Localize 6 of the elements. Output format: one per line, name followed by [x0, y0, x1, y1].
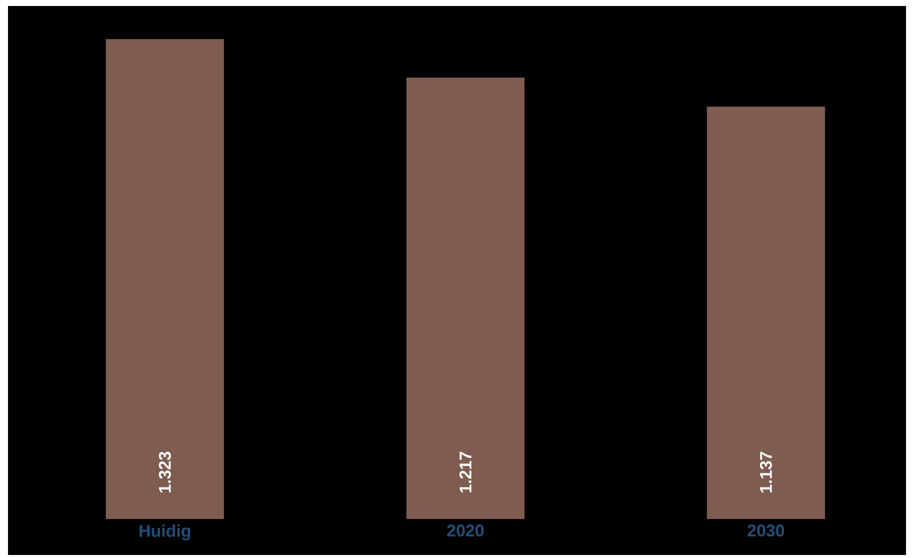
x-tick-label: 2020: [447, 524, 484, 537]
data-label: 1.323: [158, 452, 171, 492]
data-label: 1.217: [460, 452, 472, 492]
x-tick-label: 2030: [748, 524, 784, 537]
x-tick-label: Huidig: [140, 524, 190, 540]
data-label: 1.137: [760, 452, 772, 492]
